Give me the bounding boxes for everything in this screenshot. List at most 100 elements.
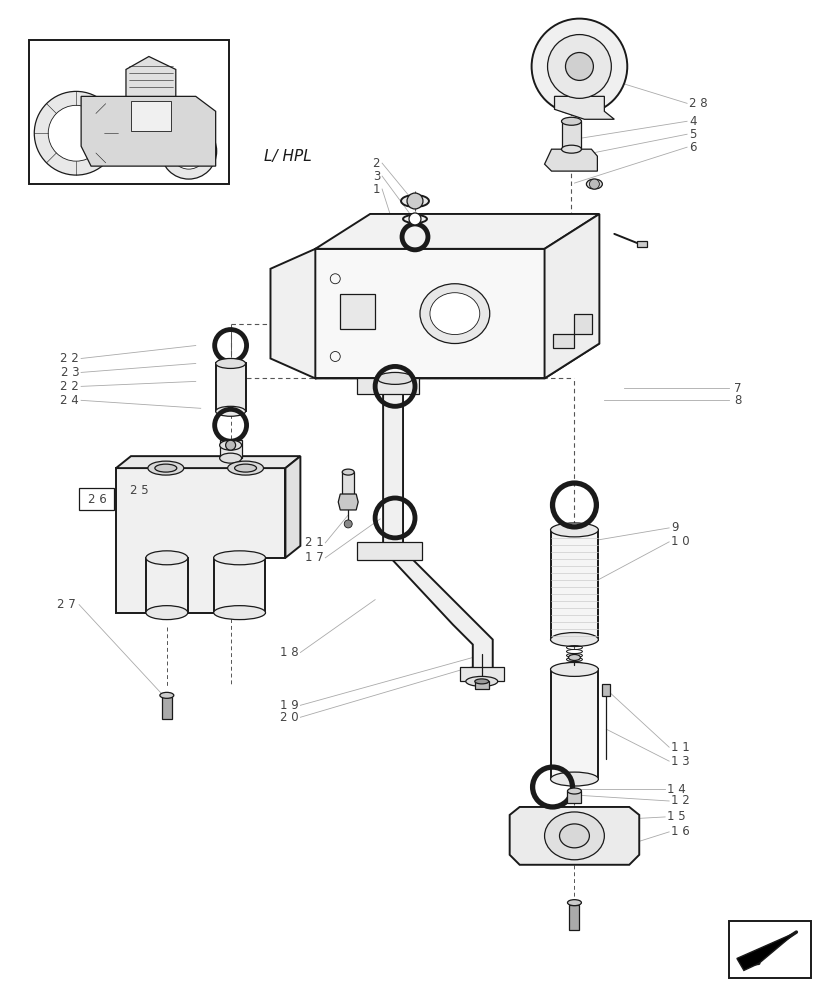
Polygon shape xyxy=(270,249,315,378)
Ellipse shape xyxy=(566,900,581,906)
Bar xyxy=(219,440,241,458)
Bar xyxy=(356,542,422,560)
Text: 1 0: 1 0 xyxy=(671,535,689,548)
Circle shape xyxy=(170,133,207,169)
Text: L/ HPL: L/ HPL xyxy=(263,149,311,164)
Text: 2 6: 2 6 xyxy=(88,493,107,506)
Bar xyxy=(459,667,503,681)
Ellipse shape xyxy=(403,215,427,223)
Circle shape xyxy=(531,19,627,114)
Text: 1 6: 1 6 xyxy=(671,825,689,838)
Bar xyxy=(131,101,170,131)
Bar xyxy=(550,669,598,779)
Ellipse shape xyxy=(419,284,489,344)
Bar xyxy=(161,697,172,719)
Bar xyxy=(569,905,579,930)
Text: 1 4: 1 4 xyxy=(667,783,685,796)
Text: 8: 8 xyxy=(733,394,740,407)
Polygon shape xyxy=(116,468,285,613)
Text: 7: 7 xyxy=(733,382,740,395)
Ellipse shape xyxy=(466,676,497,686)
Bar xyxy=(550,530,598,640)
Text: 2 3: 2 3 xyxy=(60,366,79,379)
Ellipse shape xyxy=(215,358,246,368)
Circle shape xyxy=(160,123,217,179)
Bar xyxy=(146,558,188,613)
Ellipse shape xyxy=(400,195,428,207)
Ellipse shape xyxy=(550,772,598,786)
Bar xyxy=(637,241,647,247)
Ellipse shape xyxy=(474,679,488,684)
Polygon shape xyxy=(285,456,300,558)
Bar xyxy=(552,334,574,348)
Bar xyxy=(601,684,609,696)
Text: 6: 6 xyxy=(688,141,696,154)
Circle shape xyxy=(589,179,599,189)
Text: 2 5: 2 5 xyxy=(130,484,149,497)
Text: 2 2: 2 2 xyxy=(60,380,79,393)
Ellipse shape xyxy=(544,812,604,860)
Text: 2: 2 xyxy=(372,157,380,170)
Polygon shape xyxy=(338,494,358,510)
Polygon shape xyxy=(554,96,614,119)
Ellipse shape xyxy=(213,606,265,620)
Text: 1 2: 1 2 xyxy=(671,794,689,807)
Text: 1 9: 1 9 xyxy=(280,699,298,712)
Ellipse shape xyxy=(146,606,188,620)
Polygon shape xyxy=(366,390,492,669)
Bar xyxy=(728,921,810,978)
Text: 2 2: 2 2 xyxy=(60,352,79,365)
Ellipse shape xyxy=(550,662,598,676)
Text: 1 5: 1 5 xyxy=(667,810,685,823)
Ellipse shape xyxy=(429,293,479,335)
Ellipse shape xyxy=(213,551,265,565)
Bar xyxy=(79,488,114,510)
Ellipse shape xyxy=(566,788,581,794)
Ellipse shape xyxy=(559,824,589,848)
Circle shape xyxy=(407,193,423,209)
Text: 1 3: 1 3 xyxy=(671,755,689,768)
Polygon shape xyxy=(81,96,215,166)
Polygon shape xyxy=(544,149,596,171)
Text: 1 8: 1 8 xyxy=(280,646,298,659)
Bar xyxy=(574,314,591,334)
Ellipse shape xyxy=(550,523,598,537)
Bar xyxy=(315,249,544,378)
Bar xyxy=(213,558,265,613)
Text: 1 7: 1 7 xyxy=(304,551,323,564)
Ellipse shape xyxy=(148,461,184,475)
Text: 4: 4 xyxy=(688,115,696,128)
Ellipse shape xyxy=(227,461,263,475)
Ellipse shape xyxy=(342,469,354,475)
Ellipse shape xyxy=(219,440,241,450)
Polygon shape xyxy=(544,214,599,378)
Ellipse shape xyxy=(146,551,188,565)
Ellipse shape xyxy=(586,179,601,189)
Ellipse shape xyxy=(376,372,413,384)
Circle shape xyxy=(48,105,104,161)
Bar xyxy=(215,363,246,411)
Bar xyxy=(566,791,581,803)
Circle shape xyxy=(409,213,420,225)
Circle shape xyxy=(226,440,236,450)
Text: 3: 3 xyxy=(372,170,380,183)
Bar xyxy=(340,294,375,329)
Ellipse shape xyxy=(561,145,581,153)
Bar xyxy=(29,40,228,184)
Ellipse shape xyxy=(568,654,580,660)
Circle shape xyxy=(34,91,118,175)
Text: 2 8: 2 8 xyxy=(688,97,707,110)
Text: 2 4: 2 4 xyxy=(60,394,79,407)
Text: 1: 1 xyxy=(372,183,380,196)
Ellipse shape xyxy=(561,117,581,125)
Text: 9: 9 xyxy=(671,521,678,534)
Polygon shape xyxy=(126,56,175,96)
Bar xyxy=(356,378,418,394)
Polygon shape xyxy=(736,933,795,970)
Text: 1 1: 1 1 xyxy=(671,741,689,754)
Circle shape xyxy=(547,35,610,98)
Polygon shape xyxy=(315,214,599,249)
Polygon shape xyxy=(509,807,638,865)
Text: 5: 5 xyxy=(688,128,696,141)
Ellipse shape xyxy=(215,406,246,416)
